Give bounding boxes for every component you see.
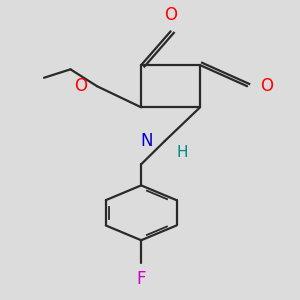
Text: N: N xyxy=(140,132,153,150)
Text: O: O xyxy=(260,77,273,95)
Text: O: O xyxy=(164,6,177,24)
Text: F: F xyxy=(136,270,146,288)
Text: O: O xyxy=(74,77,87,95)
Text: H: H xyxy=(176,145,188,160)
